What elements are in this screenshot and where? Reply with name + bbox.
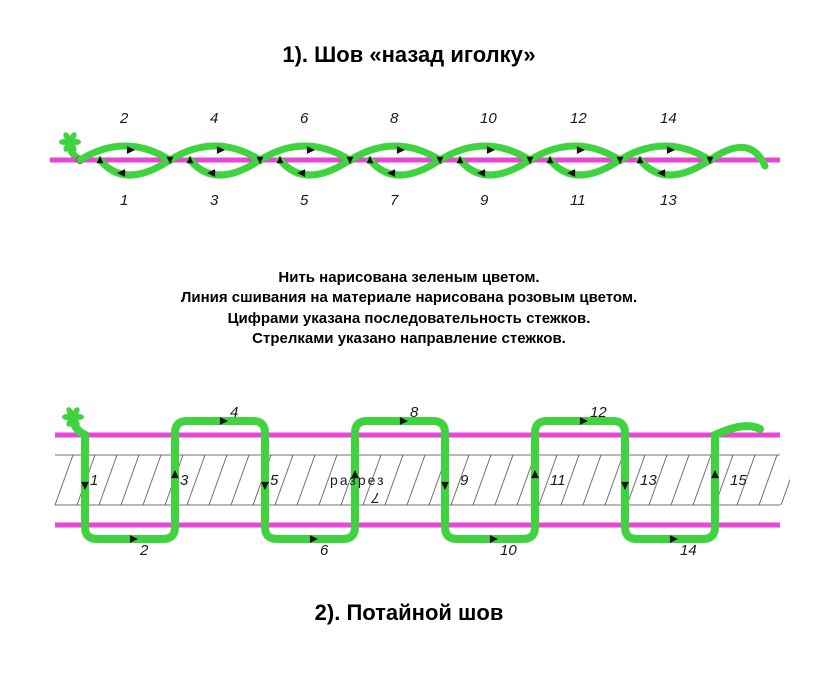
- svg-text:13: 13: [660, 192, 677, 209]
- svg-text:12: 12: [590, 404, 607, 421]
- svg-text:9: 9: [480, 192, 489, 209]
- title-1: 1). Шов «назад иголку»: [0, 42, 818, 68]
- legend-block: Нить нарисована зеленым цветом. Линия сш…: [0, 268, 818, 349]
- svg-text:6: 6: [300, 110, 309, 127]
- legend-line-1: Нить нарисована зеленым цветом.: [0, 268, 818, 288]
- svg-text:15: 15: [730, 472, 747, 489]
- svg-text:2: 2: [119, 110, 129, 127]
- svg-text:9: 9: [460, 472, 469, 489]
- legend-line-2: Линия сшивания на материале нарисована р…: [0, 288, 818, 308]
- svg-text:11: 11: [550, 472, 566, 489]
- svg-text:3: 3: [180, 472, 189, 489]
- svg-text:13: 13: [640, 472, 657, 489]
- svg-text:7: 7: [390, 192, 399, 209]
- title-2: 2). Потайной шов: [0, 600, 818, 626]
- svg-text:5: 5: [270, 472, 279, 489]
- svg-text:10: 10: [480, 110, 497, 127]
- svg-text:4: 4: [230, 404, 238, 421]
- svg-text:10: 10: [500, 542, 517, 559]
- svg-text:11: 11: [570, 192, 586, 209]
- diagram-2-blindstitch: 48121359111315разрез7261014: [30, 395, 790, 570]
- svg-text:14: 14: [680, 542, 697, 559]
- svg-text:14: 14: [660, 110, 677, 127]
- svg-text:12: 12: [570, 110, 587, 127]
- svg-text:2: 2: [139, 542, 149, 559]
- svg-text:1: 1: [90, 472, 98, 489]
- svg-text:8: 8: [390, 110, 399, 127]
- svg-text:разрез: разрез: [330, 472, 386, 488]
- svg-text:3: 3: [210, 192, 219, 209]
- svg-text:4: 4: [210, 110, 218, 127]
- svg-text:6: 6: [320, 542, 329, 559]
- svg-text:1: 1: [120, 192, 128, 209]
- legend-line-3: Цифрами указана последовательность стежк…: [0, 309, 818, 329]
- diagram-1-backstitch: 2468101214135791113: [30, 95, 790, 230]
- legend-line-4: Стрелками указано направление стежков.: [0, 329, 818, 349]
- svg-text:7: 7: [371, 489, 380, 506]
- svg-text:8: 8: [410, 404, 419, 421]
- svg-text:5: 5: [300, 192, 309, 209]
